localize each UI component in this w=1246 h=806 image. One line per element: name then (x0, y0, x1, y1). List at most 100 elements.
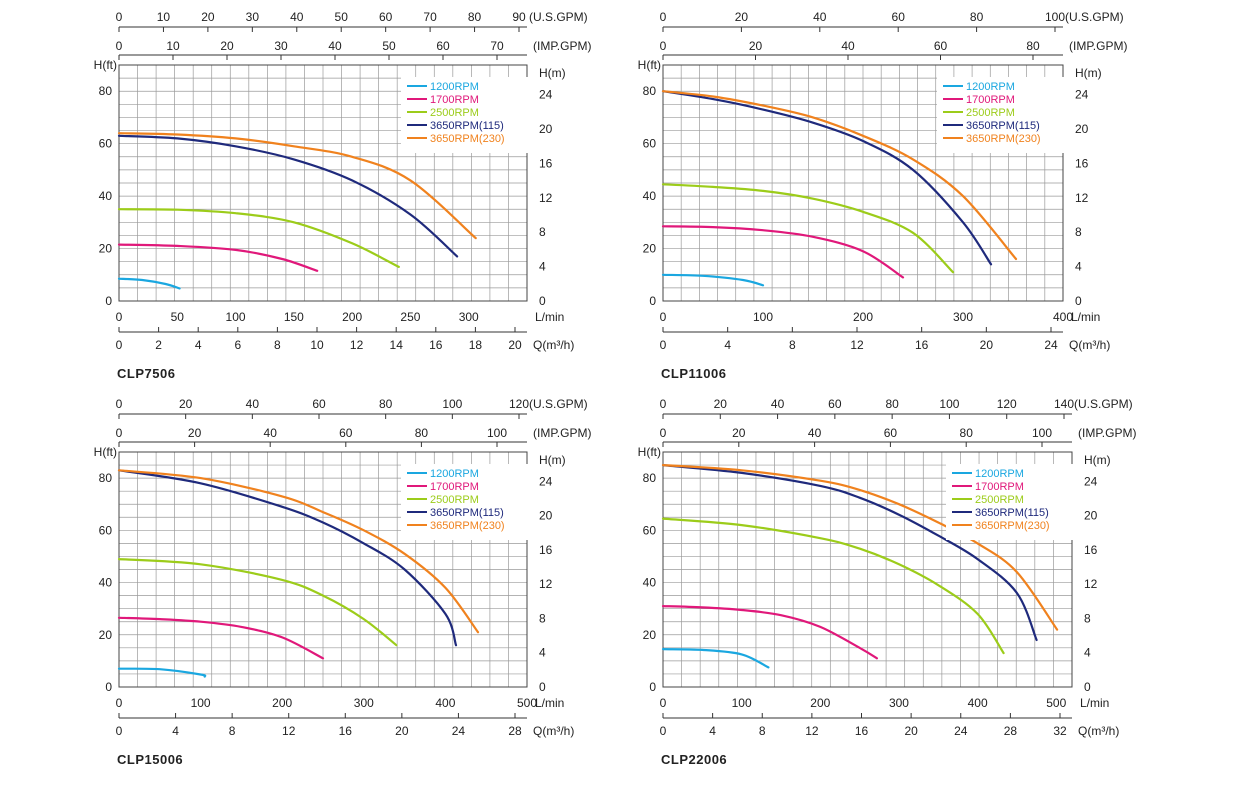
lmin-tick-label: 400 (1053, 310, 1073, 324)
lmin-unit-label: L/min (1071, 310, 1100, 324)
impgpm-tick-label: 20 (749, 39, 763, 53)
impgpm-tick-label: 0 (116, 39, 123, 53)
impgpm-tick-label: 40 (328, 39, 342, 53)
plot-frame (118, 451, 528, 688)
q-tick-label: 18 (469, 338, 483, 352)
hm-tick-label: 8 (539, 225, 546, 239)
usgpm-tick-label: 100 (1045, 10, 1065, 24)
usgpm-unit-label: (U.S.GPM) (529, 10, 588, 24)
lmin-tick-label: 200 (342, 310, 362, 324)
hft-tick-label: 80 (643, 471, 657, 485)
q-tick-label: 8 (789, 338, 796, 352)
series-group (661, 90, 1018, 287)
hft-tick-label: 0 (649, 294, 656, 308)
legend-entry: 2500RPM (975, 494, 1024, 506)
legend-entry: 1700RPM (430, 94, 479, 106)
legend-entry: 3650RPM(230) (966, 133, 1041, 145)
hm-tick-label: 8 (1075, 225, 1082, 239)
impgpm-tick-label: 80 (415, 426, 429, 440)
usgpm-tick-label: 40 (290, 10, 304, 24)
hm-tick-label: 20 (539, 509, 553, 523)
hft-tick-label: 20 (643, 628, 657, 642)
q-tick-label: 6 (234, 338, 241, 352)
series-line-3650rpm-230- (661, 90, 1018, 261)
hm-axis: 0 4 8 12 16 20 24 H(m) (1075, 66, 1102, 308)
q-axis: 0 4 8 12 16 20 24 28 32 Q(m³/h) (660, 713, 1119, 738)
series-line-1700rpm (117, 616, 325, 660)
q-tick-label: 20 (508, 338, 522, 352)
lmin-tick-label: 200 (272, 696, 292, 710)
model-label: CLP15006 (117, 752, 183, 767)
usgpm-tick-label: 20 (714, 397, 728, 411)
q-tick-label: 16 (855, 724, 869, 738)
lmin-tick-label: 300 (889, 696, 909, 710)
model-label: CLP11006 (661, 366, 726, 381)
legend-entry: 1200RPM (975, 468, 1024, 480)
series-line-2500rpm (117, 558, 398, 647)
legend-entry: 2500RPM (430, 107, 479, 119)
pump-chart-clp11006: 0 20 40 60 80 100 (U.S.GPM)0 20 40 60 80 (IMP.GPM)0… (638, 10, 1128, 381)
series-line-1200rpm (117, 277, 181, 290)
series-line-1200rpm (661, 648, 770, 669)
lmin-tick-label: 250 (400, 310, 420, 324)
impgpm-tick-label: 20 (220, 39, 234, 53)
hft-tick-label: 60 (643, 137, 657, 151)
hm-tick-label: 24 (1084, 474, 1098, 488)
hft-tick-label: 80 (99, 84, 113, 98)
series-group (117, 469, 480, 678)
hm-axis: 0 4 8 12 16 20 24 H(m) (1084, 453, 1111, 694)
lmin-tick-label: 400 (968, 696, 988, 710)
hft-tick-label: 80 (643, 84, 657, 98)
legend-entry: 1200RPM (430, 81, 479, 93)
lmin-tick-label: 100 (226, 310, 246, 324)
series-line-2500rpm (661, 183, 955, 274)
series-group (117, 132, 477, 290)
hm-tick-label: 20 (539, 122, 553, 136)
q-tick-label: 10 (310, 338, 324, 352)
legend-background (401, 464, 529, 540)
usgpm-tick-label: 60 (379, 10, 393, 24)
q-axis: 0 2 4 6 8 10 12 14 16 18 20 Q(m³/h) (116, 327, 574, 352)
lmin-tick-label: 150 (284, 310, 304, 324)
impgpm-axis: 0 20 40 60 80 (IMP.GPM) (660, 39, 1127, 60)
usgpm-tick-label: 120 (997, 397, 1017, 411)
usgpm-tick-label: 40 (246, 397, 260, 411)
impgpm-unit-label: (IMP.GPM) (533, 39, 591, 53)
q-tick-label: 0 (116, 724, 123, 738)
q-tick-label: 4 (172, 724, 179, 738)
legend-background (946, 464, 1074, 540)
series-line-1200rpm (117, 667, 207, 678)
hm-tick-label: 0 (1075, 294, 1082, 308)
impgpm-unit-label: (IMP.GPM) (1078, 426, 1136, 440)
impgpm-axis: 0 20 40 60 80 100 (IMP.GPM) (116, 426, 591, 447)
hft-axis: 0 20 40 60 80 H(ft) (94, 58, 117, 308)
impgpm-axis: 0 10 20 30 40 50 60 70 (IMP.GPM) (116, 39, 591, 60)
impgpm-unit-label: (IMP.GPM) (1069, 39, 1127, 53)
usgpm-tick-label: 40 (813, 10, 827, 24)
usgpm-tick-label: 20 (201, 10, 215, 24)
usgpm-unit-label: (U.S.GPM) (1065, 10, 1124, 24)
impgpm-tick-label: 60 (934, 39, 948, 53)
usgpm-tick-label: 90 (512, 10, 526, 24)
q-tick-label: 12 (282, 724, 296, 738)
usgpm-tick-label: 60 (312, 397, 326, 411)
hft-tick-label: 60 (643, 523, 657, 537)
lmin-tick-label: 400 (435, 696, 455, 710)
q-unit-label: Q(m³/h) (1078, 724, 1119, 738)
q-unit-label: Q(m³/h) (1069, 338, 1110, 352)
lmin-tick-label: 50 (171, 310, 185, 324)
lmin-tick-label: 100 (191, 696, 211, 710)
impgpm-tick-label: 60 (339, 426, 353, 440)
legend: 1200RPM1700RPM2500RPM3650RPM(115)3650RPM… (401, 464, 529, 540)
hm-unit-label: H(m) (539, 453, 566, 467)
series-line-1700rpm (117, 243, 319, 272)
legend-entry: 3650RPM(115) (975, 507, 1049, 519)
series-line-3650rpm-230- (117, 132, 477, 240)
legend-entry: 1700RPM (975, 481, 1024, 493)
hft-tick-label: 20 (643, 242, 657, 256)
usgpm-tick-label: 40 (771, 397, 785, 411)
q-unit-label: Q(m³/h) (533, 338, 574, 352)
series-line-2500rpm (661, 517, 1005, 655)
lmin-tick-label: 100 (732, 696, 752, 710)
